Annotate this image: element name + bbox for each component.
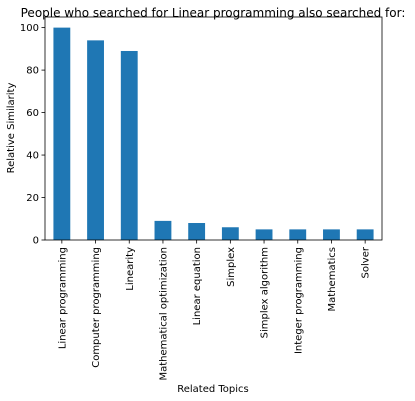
y-tick-label: 20 [26, 193, 39, 204]
bar [255, 229, 273, 240]
y-tick-label: 100 [20, 23, 39, 34]
bar [53, 27, 71, 240]
x-tick-label: Linear equation [192, 247, 203, 325]
bar [289, 229, 307, 240]
x-tick-label: Simplex [226, 247, 237, 287]
y-axis-label: Relative Similarity [6, 83, 17, 174]
y-tick-label: 60 [26, 108, 39, 119]
chart-title: People who searched for Linear programmi… [21, 6, 406, 20]
y-ticks-group: 0 20 40 60 80 100 [20, 23, 45, 247]
x-tick-label: Integer programming [293, 247, 304, 354]
bar [188, 223, 206, 240]
bars-group [53, 27, 374, 240]
x-axis-label: Related Topics [177, 384, 249, 395]
x-tick-label: Linear programming [57, 247, 68, 349]
bar [221, 227, 239, 240]
bar [154, 220, 172, 240]
x-tick-label: Simplex algorithm [260, 247, 271, 338]
x-tick-label: Solver [361, 246, 372, 278]
x-tick-label: Computer programming [91, 247, 102, 368]
bar [87, 40, 104, 240]
y-tick-label: 40 [26, 151, 39, 162]
x-tick-label: Mathematical optimization [158, 247, 169, 381]
y-tick-label: 0 [33, 236, 39, 247]
x-tick-label: Mathematics [327, 247, 338, 311]
x-ticks-group: Linear programming Computer programming Li… [57, 240, 372, 381]
bar [120, 50, 138, 240]
y-tick-label: 80 [26, 66, 39, 77]
x-tick-label: Linearity [125, 247, 136, 291]
plot-frame [44, 16, 383, 241]
bar [323, 229, 340, 240]
bar [356, 229, 374, 240]
